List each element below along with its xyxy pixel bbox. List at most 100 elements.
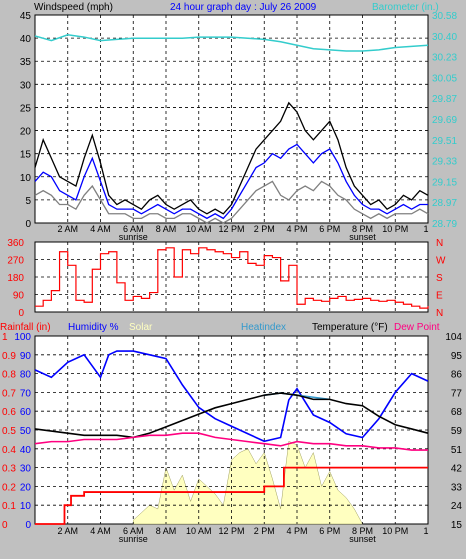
sunrise-label: sunrise: [119, 534, 148, 544]
legend-humidity: Humidity %: [68, 322, 119, 333]
tick-label: 80: [20, 370, 32, 381]
sunset-label: sunset: [349, 534, 376, 544]
tick-label: 86: [451, 370, 463, 381]
x-tick-label: 6 AM: [123, 224, 144, 234]
tick-label: 10: [20, 173, 32, 184]
tick-label: 29.15: [432, 177, 457, 188]
tick-label: 90: [20, 351, 32, 362]
tick-label: S: [436, 273, 443, 284]
wind-series: [34, 33, 429, 224]
dew-point-line: [34, 432, 428, 451]
wind-avg-line: [34, 143, 428, 220]
x-tick-label: 2 AM: [57, 526, 78, 536]
barometer-line: [34, 33, 429, 52]
tick-label: N: [436, 238, 443, 249]
wind-gust-line: [34, 101, 429, 215]
tick-label: 28.97: [432, 198, 457, 209]
x-tick-label: 6 PM: [319, 526, 340, 536]
tick-label: 29.69: [432, 115, 457, 126]
direction-panel: [34, 241, 429, 313]
tick-label: 0.4: [2, 445, 16, 456]
x-tick-label: 12 PM: [218, 526, 244, 536]
tick-label: 35: [20, 57, 32, 68]
temp-series: [34, 350, 429, 525]
wind-direction-line: [35, 247, 429, 309]
x-tick-label: 10 AM: [186, 224, 212, 234]
x-tick-label: 10 PM: [382, 526, 408, 536]
tick-label: 5: [25, 196, 31, 207]
temperature-axis-ticks: 104 95 86 77 68 59 51 42 33 24 15: [445, 332, 462, 531]
x-tick-label: 6 AM: [123, 526, 144, 536]
direction-series: [35, 247, 429, 309]
tick-label: 15: [20, 150, 32, 161]
tick-label: 45: [20, 11, 32, 22]
tick-label: 100: [14, 332, 31, 343]
tick-label: 270: [7, 256, 24, 267]
tick-label: 30.40: [432, 32, 457, 43]
x-tick-label: 4 AM: [90, 224, 111, 234]
tick-label: N: [436, 308, 443, 319]
x-tick-label: 2 PM: [254, 526, 275, 536]
tick-label: 0.8: [2, 370, 16, 381]
tick-label: 29.33: [432, 157, 457, 168]
x-tick-label: 8 PM: [352, 224, 373, 234]
x-tick-label: 6 PM: [319, 224, 340, 234]
graph-title: 24 hour graph day : July 26 2009: [170, 2, 317, 13]
wind-panel-grid: [35, 15, 428, 223]
tick-label: 25: [20, 103, 32, 114]
tick-label: 0: [25, 520, 31, 531]
tick-label: 0.7: [2, 388, 16, 399]
tick-label: 50: [20, 426, 32, 437]
tick-label: 0.1: [2, 501, 16, 512]
tick-label: 360: [7, 238, 24, 249]
tick-label: 59: [451, 426, 463, 437]
tick-label: 180: [7, 273, 24, 284]
tick-label: 1: [2, 332, 8, 343]
direction-axis-ticks: 360 270 180 90 0: [7, 238, 24, 319]
legend-solar: Solar: [129, 322, 153, 333]
tick-label: 104: [445, 332, 462, 343]
tick-label: 29.51: [432, 136, 457, 147]
tick-label: 29.87: [432, 94, 457, 105]
x-tick-label: 8 PM: [352, 526, 373, 536]
x-tick-label: 4 PM: [286, 526, 307, 536]
tick-label: 30.58: [432, 11, 457, 22]
tick-label: 0: [18, 308, 24, 319]
tick-label: 30.23: [432, 53, 457, 64]
humidity-line: [34, 350, 429, 443]
tick-label: 0: [25, 219, 31, 230]
tick-label: 0.9: [2, 351, 16, 362]
tick-label: 30: [20, 80, 32, 91]
sunrise-label: sunrise: [119, 232, 148, 242]
legend-rainfall: Rainfall (in): [0, 322, 51, 333]
tick-label: 30: [20, 464, 32, 475]
x-tick-label: 2 PM: [254, 224, 275, 234]
barometer-axis-label: Barometer (in.): [372, 2, 439, 13]
tick-label: 0.6: [2, 407, 16, 418]
tick-label: 0.3: [2, 464, 16, 475]
tick-label: 42: [451, 464, 463, 475]
rain-axis-ticks: 1 0.9 0.8 0.7 0.6 0.5 0.4 0.3 0.2 0.1 0: [2, 332, 16, 531]
temperature-line: [34, 392, 429, 439]
wind-x-labels: 2 AM 4 AM 6 AM 8 AM 10 AM 12 PM 2 PM 4 PM 6 PM 8 …: [57, 224, 428, 242]
temp-x-labels: 2 AM 4 AM 6 AM 8 AM 10 AM 12 PM 2 PM 4 PM 6 PM 8 …: [57, 526, 428, 544]
tick-label: 77: [451, 388, 463, 399]
tick-label: 95: [451, 351, 463, 362]
tick-label: 60: [20, 407, 32, 418]
x-tick-label: 4 AM: [90, 526, 111, 536]
x-tick-label: 10 PM: [382, 224, 408, 234]
wind-axis-label: Windspeed (mph): [34, 2, 113, 13]
x-tick-label: 4 PM: [286, 224, 307, 234]
tick-label: 51: [451, 445, 463, 456]
tick-label: 20: [20, 482, 32, 493]
tick-label: 24: [451, 501, 463, 512]
x-tick-label: 8 AM: [156, 526, 177, 536]
wind-low-line: [34, 180, 429, 224]
tick-label: 90: [13, 291, 25, 302]
tick-label: 0.5: [2, 426, 16, 437]
tick-label: 10: [20, 501, 32, 512]
tick-label: E: [436, 291, 443, 302]
x-tick-label: 1: [423, 224, 428, 234]
